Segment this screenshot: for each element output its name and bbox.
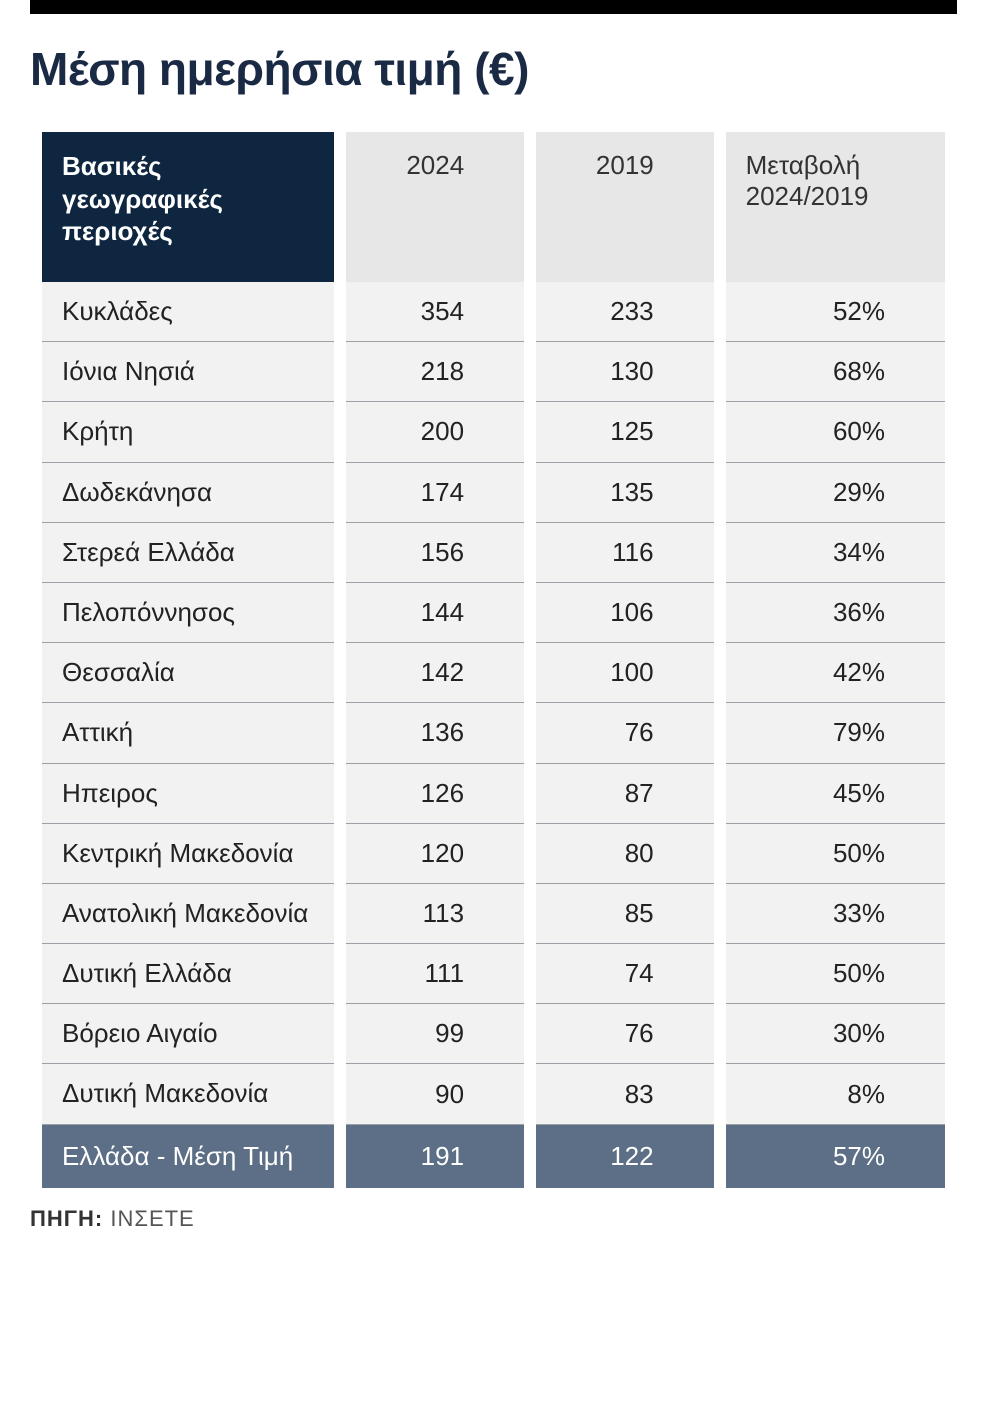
table-row: Ανατολική Μακεδονία 113 85 33% [42,884,945,944]
table-summary-row: Ελλάδα - Μέση Τιμή 191 122 57% [42,1125,945,1188]
cell-2019: 85 [536,884,714,944]
source-line: ΠΗΓΗ: ΙΝΣΕΤΕ [30,1206,957,1232]
cell-region: Αττική [42,703,334,763]
cell-2019: 83 [536,1064,714,1124]
cell-region: Κεντρική Μακεδονία [42,824,334,884]
cell-2019: 74 [536,944,714,1004]
cell-2024: 111 [346,944,524,1004]
chart-title: Μέση ημερήσια τιμή (€) [30,42,957,96]
cell-2024: 142 [346,643,524,703]
col-header-2024: 2024 [346,132,524,282]
cell-change: 8% [726,1064,945,1124]
cell-2024: 218 [346,342,524,402]
table-row: Δυτική Μακεδονία 90 83 8% [42,1064,945,1124]
table-row: Κρήτη 200 125 60% [42,402,945,462]
cell-2024: 200 [346,402,524,462]
cell-2024: 99 [346,1004,524,1064]
cell-2024: 354 [346,282,524,342]
cell-region: Ηπειρος [42,764,334,824]
cell-region: Κρήτη [42,402,334,462]
cell-change: 29% [726,463,945,523]
cell-change: 60% [726,402,945,462]
cell-change: 50% [726,824,945,884]
cell-2019: 87 [536,764,714,824]
cell-region: Ανατολική Μακεδονία [42,884,334,944]
source-value: ΙΝΣΕΤΕ [110,1206,194,1231]
cell-2024: 144 [346,583,524,643]
cell-region: Ελλάδα - Μέση Τιμή [42,1125,334,1188]
table-row: Πελοπόννησος 144 106 36% [42,583,945,643]
col-header-region: Βασικές γεωγραφικές περιοχές [42,132,334,282]
table-row: Βόρειο Αιγαίο 99 76 30% [42,1004,945,1064]
cell-2024: 113 [346,884,524,944]
table-row: Στερεά Ελλάδα 156 116 34% [42,523,945,583]
table-row: Δωδεκάνησα 174 135 29% [42,463,945,523]
cell-change: 36% [726,583,945,643]
cell-2019: 100 [536,643,714,703]
cell-2019: 125 [536,402,714,462]
table-row: Αττική 136 76 79% [42,703,945,763]
table-body: Κυκλάδες 354 233 52% Ιόνια Νησιά 218 130… [42,282,945,1188]
cell-change: 30% [726,1004,945,1064]
table-row: Κεντρική Μακεδονία 120 80 50% [42,824,945,884]
table-header-row: Βασικές γεωγραφικές περιοχές 2024 2019 Μ… [42,132,945,282]
cell-2024: 174 [346,463,524,523]
cell-region: Βόρειο Αιγαίο [42,1004,334,1064]
cell-2024: 191 [346,1125,524,1188]
cell-2019: 233 [536,282,714,342]
cell-change: 33% [726,884,945,944]
cell-region: Δυτική Μακεδονία [42,1064,334,1124]
cell-2019: 76 [536,1004,714,1064]
chart-container: Μέση ημερήσια τιμή (€) Βασικές γεωγραφικ… [0,0,987,1262]
cell-2019: 116 [536,523,714,583]
cell-change: 34% [726,523,945,583]
cell-2019: 106 [536,583,714,643]
cell-2019: 80 [536,824,714,884]
cell-change: 50% [726,944,945,1004]
cell-change: 45% [726,764,945,824]
cell-2019: 130 [536,342,714,402]
cell-change: 57% [726,1125,945,1188]
cell-2019: 122 [536,1125,714,1188]
cell-2024: 120 [346,824,524,884]
cell-change: 52% [726,282,945,342]
cell-change: 79% [726,703,945,763]
cell-region: Κυκλάδες [42,282,334,342]
cell-region: Δωδεκάνησα [42,463,334,523]
table-row: Δυτική Ελλάδα 111 74 50% [42,944,945,1004]
cell-region: Θεσσαλία [42,643,334,703]
table-row: Ιόνια Νησιά 218 130 68% [42,342,945,402]
cell-2019: 135 [536,463,714,523]
cell-region: Ιόνια Νησιά [42,342,334,402]
source-label: ΠΗΓΗ: [30,1206,103,1231]
cell-change: 68% [726,342,945,402]
cell-region: Δυτική Ελλάδα [42,944,334,1004]
table-row: Ηπειρος 126 87 45% [42,764,945,824]
cell-2024: 156 [346,523,524,583]
cell-2019: 76 [536,703,714,763]
col-header-change: Μεταβολή 2024/2019 [726,132,945,282]
cell-2024: 126 [346,764,524,824]
cell-region: Πελοπόννησος [42,583,334,643]
price-table: Βασικές γεωγραφικές περιοχές 2024 2019 Μ… [30,132,957,1188]
cell-change: 42% [726,643,945,703]
col-header-2019: 2019 [536,132,714,282]
table-row: Θεσσαλία 142 100 42% [42,643,945,703]
top-bar [30,0,957,14]
cell-2024: 136 [346,703,524,763]
table-row: Κυκλάδες 354 233 52% [42,282,945,342]
cell-2024: 90 [346,1064,524,1124]
cell-region: Στερεά Ελλάδα [42,523,334,583]
